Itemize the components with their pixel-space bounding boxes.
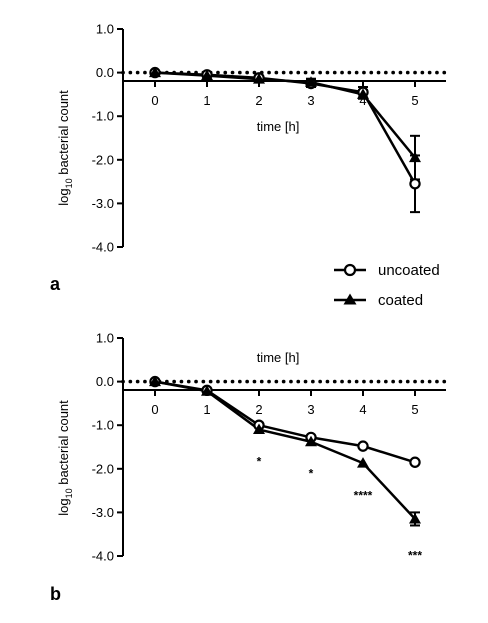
significance-label: * — [309, 467, 314, 481]
x-tick-label: 2 — [255, 402, 262, 417]
legend-uncoated-label: uncoated — [378, 262, 440, 279]
x-tick-label: 4 — [359, 402, 366, 417]
x-tick-label: 3 — [307, 402, 314, 417]
panel-b-ylabel: log10 bacterial count — [56, 400, 74, 516]
x-tick-label: 2 — [255, 93, 262, 108]
x-tick-label: 1 — [203, 402, 210, 417]
x-tick-label: 4 — [359, 93, 366, 108]
y-tick-label: -4.0 — [92, 240, 114, 255]
series-line-coated — [154, 71, 416, 159]
x-tick-label: 0 — [151, 402, 158, 417]
significance-label: *** — [408, 548, 422, 562]
point-coated — [357, 457, 369, 468]
y-tick-label: -1.0 — [92, 418, 114, 433]
x-tick-label: 5 — [411, 93, 418, 108]
point-coated — [149, 66, 161, 78]
panel-b-letter: b — [50, 584, 61, 604]
y-tick-label: -2.0 — [92, 461, 114, 476]
panel-a-ylabel: log10 bacterial count — [56, 90, 74, 206]
y-tick-label: -1.0 — [92, 109, 114, 124]
point-coated — [253, 423, 265, 435]
point-uncoated — [409, 456, 421, 468]
point-coated — [149, 375, 161, 387]
y-tick-label: 0.0 — [96, 374, 114, 389]
legend-uncoated-marker — [343, 263, 357, 277]
panel-a: a log10 bacterial count time [h] 1.0 0.0 -… — [50, 22, 448, 294]
point-coated — [305, 76, 317, 87]
y-tick-label: -3.0 — [92, 505, 114, 520]
point-coated — [253, 73, 265, 84]
legend-entry-uncoated: uncoated — [334, 262, 440, 279]
significance-label: **** — [354, 488, 373, 502]
point-coated — [201, 69, 213, 81]
x-tick-label: 5 — [411, 402, 418, 417]
panel-b: b log10 bacterial count time [h] 1.0 0.0 -… — [50, 331, 448, 604]
legend-coated-label: coated — [378, 292, 423, 309]
point-uncoated — [357, 440, 369, 452]
point-coated — [357, 88, 369, 99]
y-tick-label: -2.0 — [92, 152, 114, 167]
legend: uncoated coated — [334, 262, 440, 309]
panel-a-xlabel: time [h] — [257, 119, 300, 134]
y-tick-label: -3.0 — [92, 196, 114, 211]
point-coated — [201, 385, 213, 396]
x-tick-label: 0 — [151, 93, 158, 108]
series-line-uncoated — [154, 380, 416, 464]
panel-a-letter: a — [50, 274, 61, 294]
x-tick-label: 1 — [203, 93, 210, 108]
point-coated — [409, 151, 421, 163]
point-uncoated — [409, 178, 421, 190]
legend-coated-marker — [343, 293, 357, 305]
legend-entry-coated: coated — [334, 292, 423, 309]
x-tick-label: 3 — [307, 93, 314, 108]
point-coated — [305, 435, 317, 447]
y-tick-label: 0.0 — [96, 65, 114, 80]
y-tick-label: -4.0 — [92, 549, 114, 564]
significance-label: * — [257, 454, 262, 468]
panel-b-xlabel: time [h] — [257, 350, 300, 365]
point-coated — [409, 512, 421, 524]
y-tick-label: 1.0 — [96, 331, 114, 346]
series-line-coated — [154, 380, 416, 520]
y-tick-label: 1.0 — [96, 22, 114, 37]
